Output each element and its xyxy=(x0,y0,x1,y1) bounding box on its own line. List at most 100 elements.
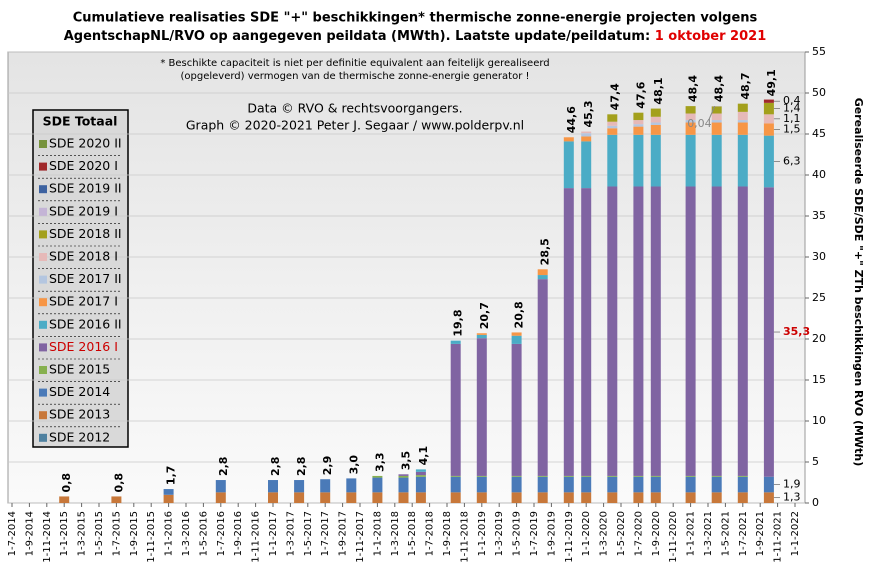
bar-segment xyxy=(711,113,722,121)
bar-segment xyxy=(415,475,426,477)
bar-segment xyxy=(737,475,748,477)
total-label: 48,7 xyxy=(739,73,752,100)
bar-segment xyxy=(398,474,409,476)
bar-segment xyxy=(607,134,618,187)
legend-swatch xyxy=(39,162,47,171)
bar-segment xyxy=(633,134,644,187)
x-tick-label: 1-7-2014 xyxy=(7,511,18,556)
bar-segment xyxy=(607,492,618,503)
legend-label: SDE 2019 I xyxy=(49,203,118,218)
bar-segment xyxy=(163,489,174,495)
bar-segment xyxy=(563,475,574,477)
update-date: 1 oktober 2021 xyxy=(655,29,767,44)
legend-label: SDE 2020 II xyxy=(49,136,122,151)
x-tick-label: 1-11-2018 xyxy=(459,511,470,563)
bar-segment xyxy=(581,133,592,137)
x-tick-label: 1-1-2018 xyxy=(372,511,383,556)
bar-segment xyxy=(737,476,748,493)
bar-segment xyxy=(685,134,696,187)
legend-label: SDE 2016 I xyxy=(49,339,118,354)
bar-segment xyxy=(711,106,722,114)
x-tick-label: 1-1-2016 xyxy=(164,511,175,556)
callout-leader xyxy=(708,105,716,121)
bar-segment xyxy=(711,122,722,135)
bar-segment xyxy=(607,114,618,122)
bar-segment xyxy=(563,492,574,503)
total-label: 19,8 xyxy=(452,309,465,336)
bar-segment xyxy=(607,121,618,126)
bar-segment xyxy=(633,120,644,125)
bar-segment xyxy=(398,475,409,478)
bar-segment xyxy=(633,126,644,135)
bar-segment xyxy=(476,475,487,477)
bar-segment xyxy=(581,475,592,477)
bar-segment xyxy=(294,480,305,493)
bar-segment xyxy=(763,114,774,124)
bar-segment xyxy=(607,476,618,493)
bar-segment xyxy=(650,186,661,476)
y-tick-label: 10 xyxy=(812,414,826,427)
bar-segment xyxy=(476,492,487,503)
bar-segment xyxy=(511,475,522,477)
legend-label: SDE 2012 xyxy=(49,429,110,444)
bar-segment xyxy=(711,120,722,123)
legend-swatch xyxy=(39,275,47,284)
end-label: 1,5 xyxy=(783,122,801,135)
total-label: 2,9 xyxy=(321,456,334,476)
x-tick-label: 1-3-2020 xyxy=(599,511,610,556)
x-tick-label: 1-9-2017 xyxy=(338,511,349,556)
x-tick-label: 1-11-2020 xyxy=(668,511,679,563)
end-label: 1,1 xyxy=(783,112,801,125)
legend-swatch xyxy=(39,185,47,194)
x-tick-label: 1-1-2015 xyxy=(59,511,70,556)
bar-segment xyxy=(763,135,774,188)
legend-swatch xyxy=(39,140,47,148)
legend-swatch xyxy=(39,411,47,420)
total-label: 2,8 xyxy=(295,457,308,477)
x-tick-label: 1-11-2014 xyxy=(42,511,53,563)
bar-segment xyxy=(763,123,774,136)
bar-segment xyxy=(763,187,774,477)
x-tick-label: 1-1-2020 xyxy=(581,511,592,556)
y-tick-label: 0 xyxy=(812,496,819,509)
legend-swatch xyxy=(39,320,47,329)
x-tick-label: 1-5-2018 xyxy=(407,511,418,556)
bar-segment xyxy=(763,102,774,115)
bar-segment xyxy=(511,343,522,476)
bar-segment xyxy=(711,134,722,187)
legend-swatch xyxy=(39,253,47,261)
total-label: 48,4 xyxy=(713,75,726,102)
total-label: 48,1 xyxy=(652,77,665,104)
x-tick-label: 1-9-2014 xyxy=(24,511,35,556)
bar-segment xyxy=(372,477,383,493)
legend-label: SDE 2017 I xyxy=(49,294,118,309)
y-tick-label: 40 xyxy=(812,168,826,181)
bar-segment xyxy=(633,124,644,127)
legend-label: SDE 2017 II xyxy=(49,271,122,286)
bar-segment xyxy=(111,496,122,503)
x-tick-label: 1-3-2019 xyxy=(494,511,505,556)
x-tick-label: 1-7-2020 xyxy=(633,511,644,556)
y-axis-title: Gerealiseerde SDE/SDE "+" ZTh beschikkin… xyxy=(852,98,865,466)
y-tick-label: 55 xyxy=(812,45,826,58)
bar-segment xyxy=(685,120,696,123)
chart-title: Cumulatieve realisaties SDE "+" beschikk… xyxy=(73,11,758,26)
total-label: 1,7 xyxy=(165,466,178,486)
legend-label: SDE 2018 I xyxy=(49,249,118,264)
x-tick-label: 1-7-2018 xyxy=(425,511,436,556)
bar-segment xyxy=(581,141,592,189)
source: Data © RVO & rechtsvoorgangers. xyxy=(247,101,462,116)
bar-segment xyxy=(763,99,774,103)
bar-segment xyxy=(650,134,661,187)
bar-segment xyxy=(650,476,661,493)
bar-segment xyxy=(650,116,661,123)
x-tick-label: 1-9-2021 xyxy=(755,511,766,556)
bar-segment xyxy=(476,334,487,339)
bar-segment xyxy=(511,335,522,344)
y-tick-label: 15 xyxy=(812,373,826,386)
bar-segment xyxy=(537,476,548,493)
legend-label: SDE 2016 II xyxy=(49,316,122,331)
bar-segment xyxy=(511,332,522,336)
bar-segment xyxy=(563,476,574,493)
